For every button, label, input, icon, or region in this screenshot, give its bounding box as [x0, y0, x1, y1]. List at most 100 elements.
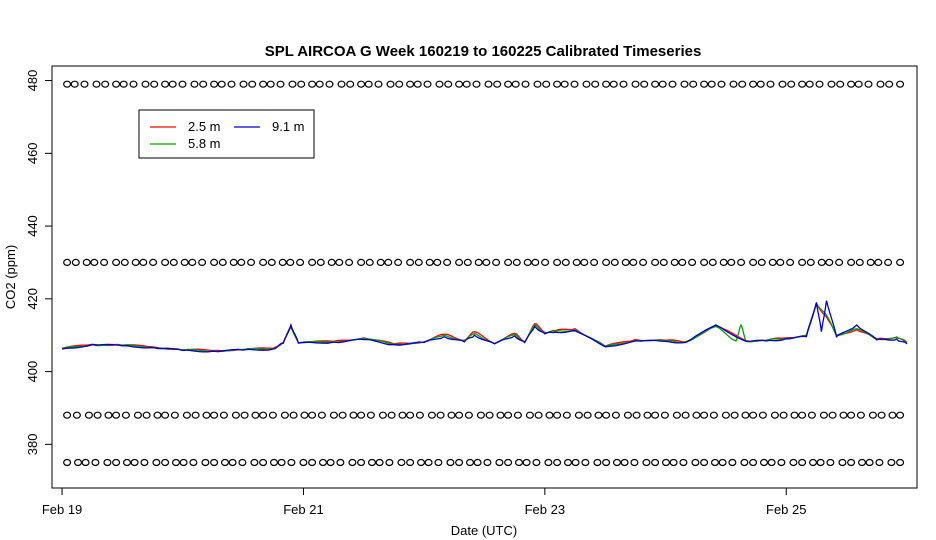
marker-point	[572, 258, 581, 266]
marker-point	[531, 258, 540, 266]
marker-point	[198, 258, 207, 266]
marker-point	[658, 80, 667, 88]
marker-point	[349, 411, 358, 419]
marker-point	[300, 411, 309, 419]
marker-point	[581, 458, 590, 467]
marker-point	[534, 411, 543, 419]
marker-point	[188, 258, 197, 266]
marker-point	[887, 458, 896, 467]
marker-point	[495, 458, 504, 467]
marker-point	[896, 458, 905, 467]
marker-point	[678, 258, 687, 266]
marker-point	[563, 458, 572, 467]
marker-point	[610, 258, 619, 266]
marker-point	[397, 458, 406, 467]
marker-point	[728, 458, 737, 467]
marker-point	[364, 80, 373, 88]
marker-point	[560, 80, 569, 88]
marker-point	[749, 80, 758, 88]
marker-point	[688, 258, 697, 266]
marker-point	[201, 458, 210, 467]
marker-point	[651, 258, 660, 266]
marker-point	[839, 411, 848, 419]
legend-label: 9.1 m	[272, 119, 305, 134]
marker-point	[239, 80, 248, 88]
marker-point	[210, 258, 219, 266]
marker-point	[266, 80, 275, 88]
marker-point	[395, 80, 404, 88]
marker-point	[621, 258, 630, 266]
marker-point	[289, 411, 298, 419]
marker-point	[228, 458, 237, 467]
marker-point	[316, 258, 325, 266]
marker-point	[642, 458, 651, 467]
marker-point	[816, 458, 825, 467]
marker-point	[553, 80, 562, 88]
marker-point	[668, 80, 677, 88]
marker-point	[296, 258, 305, 266]
marker-point	[308, 458, 317, 467]
marker-point	[139, 258, 148, 266]
marker-point	[374, 80, 383, 88]
marker-point	[398, 411, 407, 419]
marker-point	[414, 258, 423, 266]
marker-point	[661, 458, 670, 467]
marker-point	[63, 258, 72, 266]
marker-point	[464, 411, 473, 419]
marker-point	[112, 458, 121, 467]
marker-point	[462, 80, 471, 88]
marker-point	[63, 411, 72, 419]
marker-point	[512, 258, 521, 266]
marker-point	[217, 80, 226, 88]
marker-point	[357, 411, 366, 419]
marker-point	[406, 258, 415, 266]
marker-point	[868, 411, 877, 419]
marker-point	[593, 458, 602, 467]
y-tick-label: 460	[25, 142, 40, 164]
legend-label: 2.5 m	[188, 119, 221, 134]
marker-point	[103, 458, 112, 467]
marker-point	[514, 458, 523, 467]
marker-point	[542, 80, 551, 88]
marker-point	[278, 258, 287, 266]
marker-point	[161, 411, 170, 419]
marker-point	[643, 411, 652, 419]
marker-point	[415, 411, 424, 419]
marker-point	[590, 258, 599, 266]
marker-point	[874, 258, 883, 266]
marker-point	[570, 80, 579, 88]
marker-point	[238, 458, 247, 467]
marker-point	[562, 411, 571, 419]
marker-point	[623, 411, 632, 419]
marker-point	[718, 458, 727, 467]
marker-point	[100, 258, 109, 266]
marker-point	[629, 258, 638, 266]
marker-point	[178, 80, 187, 88]
marker-point	[533, 80, 542, 88]
marker-point	[210, 458, 219, 467]
marker-point	[240, 411, 249, 419]
marker-point	[866, 258, 875, 266]
marker-point	[168, 80, 177, 88]
marker-point	[766, 80, 775, 88]
y-tick-label: 420	[25, 288, 40, 310]
marker-point	[435, 80, 444, 88]
marker-point	[308, 411, 317, 419]
marker-point	[286, 258, 295, 266]
marker-point	[446, 458, 455, 467]
marker-point	[70, 80, 79, 88]
marker-point	[210, 80, 219, 88]
marker-point	[689, 80, 698, 88]
marker-point	[463, 258, 472, 266]
marker-point	[835, 258, 844, 266]
marker-point	[336, 458, 345, 467]
marker-point	[259, 80, 268, 88]
x-tick-label: Feb 21	[283, 502, 323, 517]
marker-point	[807, 411, 816, 419]
y-tick-label: 440	[25, 215, 40, 237]
marker-point	[700, 258, 709, 266]
series-line	[61, 300, 908, 353]
marker-point	[738, 80, 747, 88]
marker-point	[425, 258, 434, 266]
marker-point	[749, 411, 758, 419]
